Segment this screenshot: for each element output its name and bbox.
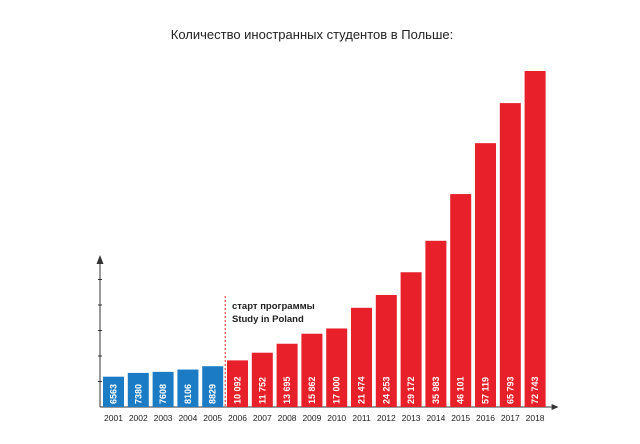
value-label: 24 253 [381,376,391,404]
x-tick-label: 2001 [104,413,123,423]
x-tick-label: 2006 [228,413,247,423]
x-tick-label: 2011 [352,413,371,423]
x-tick-label: 2003 [154,413,173,423]
x-tick-label: 2012 [377,413,396,423]
bar [375,294,397,407]
value-label: 35 983 [431,376,441,404]
value-label: 72 743 [530,376,540,404]
bar [524,71,546,407]
value-label: 11 752 [257,377,267,404]
bar [276,343,298,407]
x-tick-label: 2008 [278,413,297,423]
annotation-line-1: старт программы [232,301,315,312]
bar [301,333,323,407]
x-tick-label: 2002 [129,413,148,423]
x-tick-label: 2017 [501,413,520,423]
bar [177,369,199,407]
x-tick-label: 2005 [203,413,222,423]
value-label: 15 862 [307,376,317,404]
x-tick-label: 2016 [476,413,495,423]
bar [499,103,521,408]
x-tick-label: 2009 [302,413,321,423]
bar [152,371,174,407]
bars [103,71,546,408]
value-label: 7380 [133,384,143,404]
value-label: 65 793 [505,376,515,404]
chart-title: Количество иностранных студентов в Польш… [171,27,453,42]
value-label: 17 000 [332,376,342,404]
bar [450,194,472,407]
bar [475,143,496,407]
bar [227,360,248,407]
annotation-line-2: Study in Poland [232,314,304,325]
bar [251,352,273,407]
y-axis [96,255,104,407]
bar [202,366,224,407]
x-tick-label: 2013 [402,413,421,423]
x-tick-label: 2014 [426,413,445,423]
value-label: 29 172 [406,376,416,404]
value-label: 21 474 [357,376,367,404]
value-label: 57 119 [481,377,491,404]
value-label: 6563 [109,384,119,404]
bar [326,328,348,407]
x-tick-label: 2015 [451,413,470,423]
bar [425,240,447,407]
x-tick-label: 2004 [178,413,197,423]
x-tick-label: 2007 [253,413,272,423]
value-labels: 6563 7380 7608 8106 8829 10 092 11 752 13 695 15… [109,376,541,404]
bar [127,372,149,407]
value-label: 8829 [208,384,218,404]
value-label: 7608 [158,384,168,404]
y-axis-arrow [96,255,104,264]
x-axis-arrow [551,404,559,410]
x-tick-label: 2010 [327,413,346,423]
value-label: 8106 [183,384,193,404]
x-tick-labels: 2001 2002 2003 2004 2005 2006 2007 2008 2009 2010… [104,413,545,423]
x-tick-label: 2018 [526,413,545,423]
value-label: 10 092 [233,376,243,404]
bar [351,307,372,407]
value-label: 46 101 [456,376,466,404]
bar [103,376,124,407]
bar [400,272,422,407]
value-label: 13 695 [282,376,292,404]
